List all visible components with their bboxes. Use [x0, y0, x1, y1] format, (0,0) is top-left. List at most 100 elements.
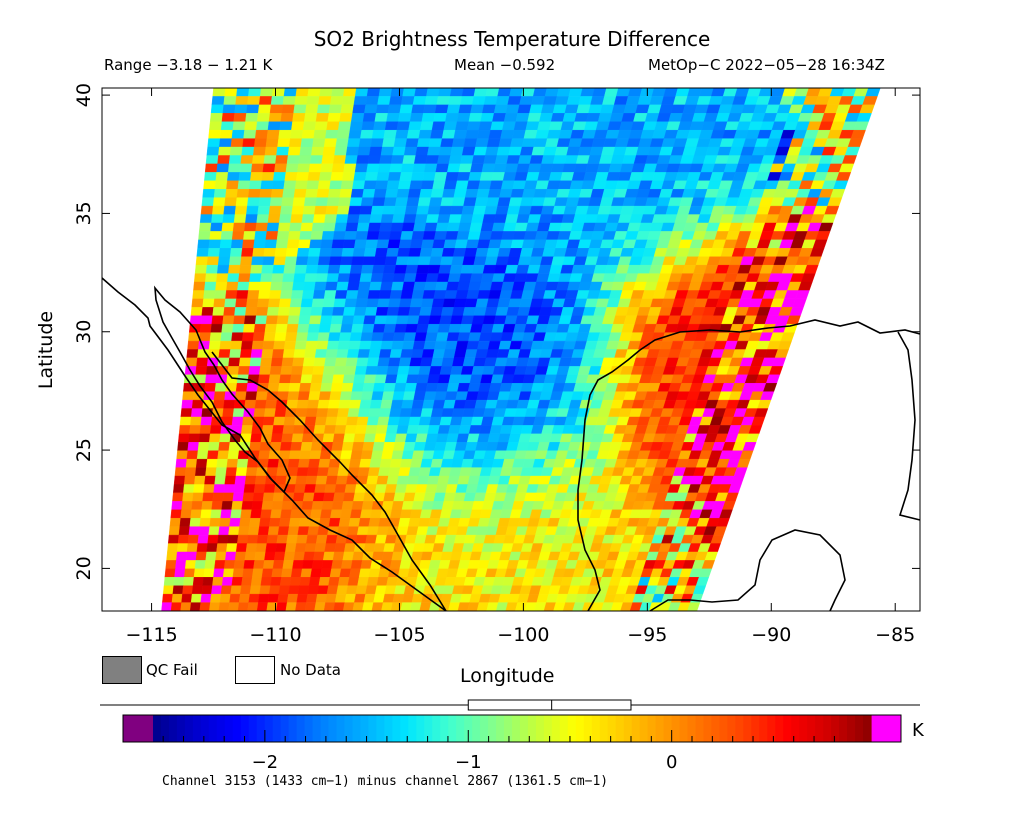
- swath-pixel: [208, 340, 221, 350]
- swath-pixel: [194, 560, 206, 570]
- swath-pixel: [393, 442, 406, 451]
- swath-pixel: [556, 87, 572, 97]
- swath-pixel: [260, 509, 272, 519]
- swath-pixel: [439, 416, 453, 426]
- swath-pixel: [360, 332, 374, 342]
- swath-pixel: [449, 264, 463, 274]
- swath-pixel: [297, 458, 310, 468]
- swath-pixel: [309, 450, 322, 460]
- swath-pixel: [403, 442, 416, 451]
- swath-pixel: [274, 408, 287, 418]
- swath-pixel: [239, 349, 253, 359]
- swath-pixel: [392, 332, 406, 342]
- swath-pixel: [272, 492, 285, 502]
- y-tick-label: 40: [73, 83, 95, 107]
- swath-pixel: [327, 264, 341, 274]
- swath-pixel: [315, 534, 328, 544]
- swath-pixel: [381, 501, 394, 510]
- swath-pixel: [362, 383, 375, 392]
- swath-pixel: [328, 104, 343, 114]
- swath-pixel: [451, 138, 466, 148]
- colorbar-step: [192, 715, 202, 742]
- swath-pixel: [333, 298, 347, 308]
- swath-pixel: [329, 391, 342, 401]
- swath-pixel: [399, 104, 414, 114]
- swath-pixel: [413, 442, 427, 451]
- swath-pixel: [552, 205, 567, 215]
- swath-pixel: [173, 577, 185, 586]
- swath-pixel: [619, 121, 634, 131]
- swath-pixel: [196, 357, 209, 367]
- swath-pixel: [309, 315, 322, 325]
- swath-pixel: [478, 383, 492, 392]
- swath-pixel: [285, 332, 298, 342]
- swath-pixel: [246, 298, 259, 308]
- swath-pixel: [295, 408, 308, 418]
- swath-pixel: [180, 408, 193, 418]
- swath-pixel: [476, 391, 490, 401]
- swath-pixel: [510, 138, 525, 148]
- swath-pixel: [370, 138, 384, 148]
- swath-pixel: [326, 273, 340, 283]
- colorbar-step: [767, 715, 776, 742]
- swath-pixel: [304, 602, 317, 612]
- swath-pixel: [246, 534, 259, 544]
- swath-pixel: [489, 180, 504, 190]
- swath-pixel: [162, 585, 174, 595]
- colorbar-step: [368, 715, 377, 742]
- swath-pixel: [377, 231, 391, 241]
- swath-pixel: [175, 458, 188, 468]
- swath-pixel: [297, 526, 310, 536]
- swath-pixel: [455, 180, 469, 190]
- swath-pixel: [232, 568, 244, 578]
- swath-pixel: [300, 222, 314, 232]
- swath-pixel: [506, 155, 521, 165]
- swath-pixel: [586, 113, 601, 122]
- swath-pixel: [343, 433, 356, 443]
- swath-pixel: [430, 307, 444, 316]
- swath-pixel: [495, 256, 510, 266]
- swath-pixel: [557, 231, 572, 241]
- swath-pixel: [432, 349, 446, 359]
- swath-pixel: [267, 593, 280, 603]
- swath-pixel: [422, 231, 437, 241]
- swath-pixel: [324, 484, 337, 494]
- swath-pixel: [183, 577, 195, 586]
- swath-pixel: [487, 340, 501, 350]
- swath-pixel: [457, 332, 471, 342]
- swath-pixel: [605, 129, 620, 139]
- swath-pixel: [355, 231, 369, 241]
- swath-pixel: [372, 383, 386, 392]
- swath-pixel: [455, 340, 469, 350]
- swath-pixel: [210, 593, 222, 603]
- swath-pixel: [283, 180, 297, 190]
- swath-pixel: [253, 146, 267, 156]
- swath-pixel: [408, 518, 421, 527]
- swath-pixel: [230, 239, 244, 249]
- swath-pixel: [378, 87, 393, 97]
- swath-pixel: [603, 138, 618, 148]
- swath-pixel: [409, 180, 423, 190]
- swath-pixel: [542, 248, 556, 257]
- swath-pixel: [229, 518, 241, 527]
- swath-pixel: [167, 534, 180, 544]
- swath-pixel: [348, 129, 362, 139]
- swath-pixel: [317, 467, 330, 477]
- swath-pixel: [198, 332, 212, 342]
- swath-pixel: [236, 189, 250, 198]
- swath-pixel: [589, 146, 604, 156]
- swath-pixel: [424, 96, 439, 106]
- swath-pixel: [250, 349, 263, 359]
- swath-pixel: [380, 399, 393, 409]
- swath-pixel: [379, 155, 393, 165]
- swath-pixel: [320, 239, 334, 249]
- swath-pixel: [430, 248, 444, 257]
- swath-pixel: [385, 315, 398, 325]
- colorbar: −2 −1 0: [122, 714, 902, 773]
- swath-pixel: [437, 374, 451, 384]
- swath-pixel: [334, 290, 348, 300]
- swath-pixel: [550, 163, 565, 173]
- swath-pixel: [257, 205, 271, 215]
- swath-pixel: [484, 357, 498, 367]
- swath-pixel: [236, 87, 250, 97]
